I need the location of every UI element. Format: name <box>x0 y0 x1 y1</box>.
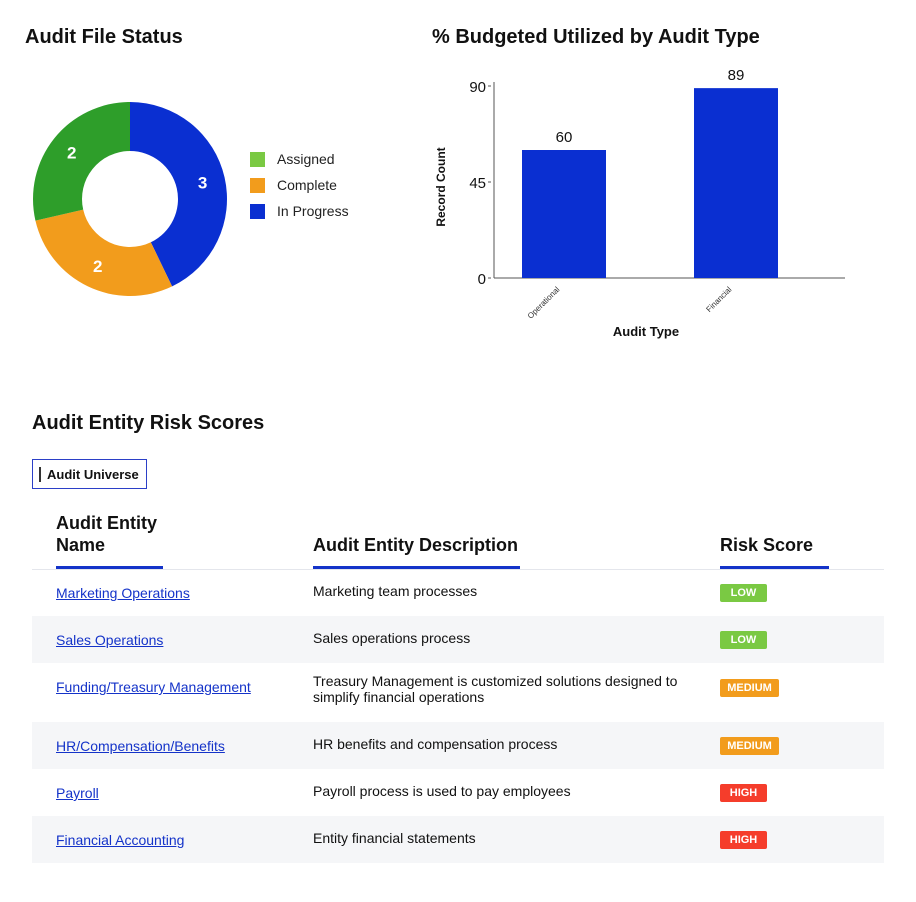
legend-item-in-progress[interactable]: In Progress <box>250 198 349 224</box>
donut-chart-title: Audit File Status <box>25 26 183 48</box>
table-row: HR/Compensation/Benefits HR benefits and … <box>32 722 884 769</box>
column-header-name[interactable]: Audit Entity Name <box>56 512 163 569</box>
table-row: Payroll Payroll process is used to pay em… <box>32 769 884 816</box>
entity-description: Entity financial statements <box>313 830 476 846</box>
table-row: Financial Accounting Entity financial sta… <box>32 816 884 863</box>
column-header-description-label: Audit Entity Description <box>313 535 519 555</box>
legend-item-complete[interactable]: Complete <box>250 172 349 198</box>
risk-score-badge: MEDIUM <box>720 679 779 697</box>
risk-score-badge: MEDIUM <box>720 737 779 755</box>
entity-description: Payroll process is used to pay employees <box>313 783 571 799</box>
column-underline <box>56 566 163 569</box>
table-header: Audit Entity Name Audit Entity Descriptio… <box>32 512 884 570</box>
entity-name-link[interactable]: Sales Operations <box>56 632 164 648</box>
risk-score-badge: HIGH <box>720 784 767 802</box>
column-underline <box>720 566 829 569</box>
donut-legend: Assigned Complete In Progress <box>250 146 349 224</box>
column-header-name-line2: Name <box>56 535 106 555</box>
audit-universe-tab-label: Audit Universe <box>47 466 139 482</box>
legend-item-assigned[interactable]: Assigned <box>250 146 349 172</box>
donut-slice-value-label: 2 <box>67 144 76 163</box>
column-header-risk-score[interactable]: Risk Score <box>720 534 829 569</box>
bar-financial[interactable] <box>694 88 778 278</box>
y-tick-label: 90 <box>469 79 486 96</box>
risk-score-badge: LOW <box>720 584 767 602</box>
y-axis-title: Record Count <box>434 147 448 226</box>
table-row: Funding/Treasury Management Treasury Mana… <box>32 663 884 722</box>
risk-scores-table: Audit Entity Name Audit Entity Descriptio… <box>32 512 884 863</box>
column-header-name-line1: Audit Entity <box>56 513 157 533</box>
column-header-risk-score-label: Risk Score <box>720 535 814 555</box>
donut-slice-in-progress[interactable] <box>130 102 227 287</box>
tab-marker <box>39 466 41 482</box>
donut-slice-complete[interactable] <box>35 209 173 296</box>
entity-description: Marketing team processes <box>313 583 478 599</box>
y-tick-label: 45 <box>469 175 486 192</box>
bar-value-label: 60 <box>556 129 573 146</box>
audit-universe-tab[interactable]: Audit Universe <box>32 459 147 489</box>
risk-score-badge: HIGH <box>720 831 767 849</box>
column-underline <box>313 566 520 569</box>
budget-utilized-bar-chart: 0 45 90 60 Operational 89 Financial Audit Type R… <box>434 70 845 339</box>
entity-name-link[interactable]: HR/Compensation/Benefits <box>56 738 225 754</box>
column-header-description[interactable]: Audit Entity Description <box>313 534 520 569</box>
legend-label: In Progress <box>277 203 349 219</box>
legend-label: Complete <box>277 177 337 193</box>
legend-swatch <box>250 177 265 193</box>
entity-name-link[interactable]: Financial Accounting <box>56 832 185 848</box>
x-tick-label: Financial <box>704 285 733 314</box>
entity-name-link[interactable]: Marketing Operations <box>56 585 190 601</box>
bar-chart-title: % Budgeted Utilized by Audit Type <box>432 26 760 48</box>
bar-operational[interactable] <box>522 150 606 278</box>
risk-scores-title: Audit Entity Risk Scores <box>32 412 265 434</box>
entity-description: Treasury Management is customized soluti… <box>313 673 678 705</box>
legend-label: Assigned <box>277 151 335 167</box>
table-body: Marketing Operations Marketing team proce… <box>32 570 884 863</box>
donut-slice-assigned[interactable] <box>32 102 130 221</box>
bar-value-label: 89 <box>728 70 745 84</box>
legend-swatch <box>250 151 265 167</box>
x-tick-label: Operational <box>526 285 562 321</box>
risk-score-badge: LOW <box>720 631 767 649</box>
y-tick-label: 0 <box>478 271 486 288</box>
donut-slice-value-label: 3 <box>198 173 207 192</box>
audit-file-status-donut: 3 2 2 <box>32 102 227 296</box>
legend-swatch <box>250 203 265 219</box>
table-row: Sales Operations Sales operations process… <box>32 616 884 663</box>
entity-description: Sales operations process <box>313 630 471 646</box>
entity-name-link[interactable]: Payroll <box>56 785 99 801</box>
x-axis-title: Audit Type <box>613 324 679 339</box>
entity-name-link[interactable]: Funding/Treasury Management <box>56 679 251 695</box>
table-row: Marketing Operations Marketing team proce… <box>32 570 884 616</box>
donut-slice-value-label: 2 <box>93 257 102 276</box>
entity-description: HR benefits and compensation process <box>313 736 558 752</box>
